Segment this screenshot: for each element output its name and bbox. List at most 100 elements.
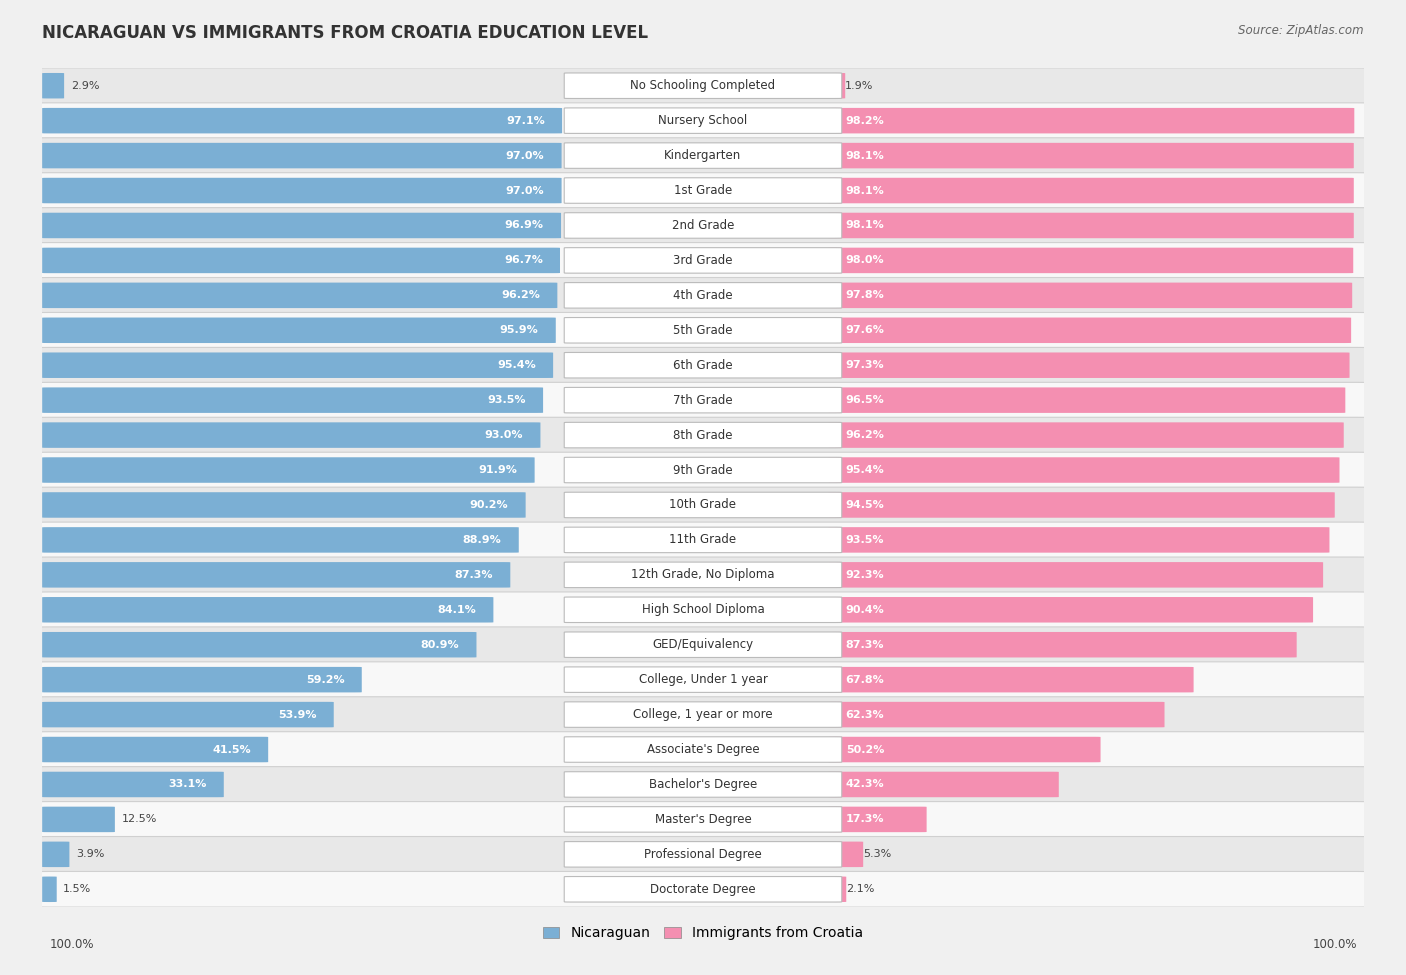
FancyBboxPatch shape	[42, 457, 534, 483]
FancyBboxPatch shape	[42, 283, 557, 308]
Text: 59.2%: 59.2%	[307, 675, 344, 684]
Text: 9th Grade: 9th Grade	[673, 463, 733, 477]
Text: Doctorate Degree: Doctorate Degree	[650, 882, 756, 896]
FancyBboxPatch shape	[35, 417, 1371, 453]
Text: Associate's Degree: Associate's Degree	[647, 743, 759, 756]
FancyBboxPatch shape	[828, 353, 1350, 378]
Text: 4th Grade: 4th Grade	[673, 289, 733, 302]
FancyBboxPatch shape	[42, 492, 526, 518]
Text: 42.3%: 42.3%	[846, 779, 884, 790]
Text: 100.0%: 100.0%	[49, 938, 94, 951]
FancyBboxPatch shape	[42, 73, 65, 98]
Text: 53.9%: 53.9%	[278, 710, 316, 720]
FancyBboxPatch shape	[42, 213, 561, 238]
FancyBboxPatch shape	[35, 102, 1371, 138]
FancyBboxPatch shape	[828, 841, 863, 867]
FancyBboxPatch shape	[42, 632, 477, 657]
FancyBboxPatch shape	[35, 697, 1371, 732]
Text: Kindergarten: Kindergarten	[665, 149, 741, 162]
Text: 10th Grade: 10th Grade	[669, 498, 737, 512]
Text: 6th Grade: 6th Grade	[673, 359, 733, 371]
FancyBboxPatch shape	[42, 387, 543, 412]
FancyBboxPatch shape	[828, 632, 1296, 657]
Text: Bachelor's Degree: Bachelor's Degree	[650, 778, 756, 791]
Text: 96.9%: 96.9%	[505, 220, 544, 230]
Text: 88.9%: 88.9%	[463, 535, 502, 545]
FancyBboxPatch shape	[35, 278, 1371, 313]
FancyBboxPatch shape	[35, 68, 1371, 103]
Text: 1.5%: 1.5%	[63, 884, 91, 894]
FancyBboxPatch shape	[35, 208, 1371, 244]
FancyBboxPatch shape	[564, 632, 842, 657]
FancyBboxPatch shape	[564, 353, 842, 378]
Text: College, 1 year or more: College, 1 year or more	[633, 708, 773, 722]
Text: 97.3%: 97.3%	[846, 360, 884, 370]
Text: No Schooling Completed: No Schooling Completed	[630, 79, 776, 93]
FancyBboxPatch shape	[828, 597, 1313, 622]
FancyBboxPatch shape	[35, 347, 1371, 383]
FancyBboxPatch shape	[42, 318, 555, 343]
Text: 100.0%: 100.0%	[1312, 938, 1357, 951]
Text: 87.3%: 87.3%	[846, 640, 884, 649]
Text: 50.2%: 50.2%	[846, 745, 884, 755]
FancyBboxPatch shape	[828, 177, 1354, 203]
Text: 94.5%: 94.5%	[846, 500, 884, 510]
Text: Nursery School: Nursery School	[658, 114, 748, 127]
Text: 96.7%: 96.7%	[503, 255, 543, 265]
FancyBboxPatch shape	[42, 702, 333, 727]
Text: 1st Grade: 1st Grade	[673, 184, 733, 197]
Text: 5th Grade: 5th Grade	[673, 324, 733, 336]
Text: 17.3%: 17.3%	[846, 814, 884, 825]
Text: 3rd Grade: 3rd Grade	[673, 254, 733, 267]
Text: 93.5%: 93.5%	[488, 395, 526, 406]
FancyBboxPatch shape	[828, 143, 1354, 169]
Text: 97.6%: 97.6%	[846, 326, 884, 335]
FancyBboxPatch shape	[35, 766, 1371, 802]
FancyBboxPatch shape	[564, 527, 842, 553]
FancyBboxPatch shape	[828, 318, 1351, 343]
FancyBboxPatch shape	[42, 806, 115, 832]
Text: 7th Grade: 7th Grade	[673, 394, 733, 407]
Text: 98.1%: 98.1%	[846, 185, 884, 196]
Text: 12.5%: 12.5%	[121, 814, 157, 825]
FancyBboxPatch shape	[42, 248, 560, 273]
Text: 67.8%: 67.8%	[846, 675, 884, 684]
Text: 33.1%: 33.1%	[169, 779, 207, 790]
FancyBboxPatch shape	[35, 627, 1371, 663]
FancyBboxPatch shape	[564, 73, 842, 98]
Text: High School Diploma: High School Diploma	[641, 604, 765, 616]
Text: 2.9%: 2.9%	[70, 81, 100, 91]
Text: 96.2%: 96.2%	[846, 430, 884, 440]
Text: 90.4%: 90.4%	[846, 604, 884, 615]
Text: 91.9%: 91.9%	[478, 465, 517, 475]
FancyBboxPatch shape	[828, 422, 1344, 448]
Text: 96.2%: 96.2%	[502, 291, 540, 300]
FancyBboxPatch shape	[35, 592, 1371, 628]
FancyBboxPatch shape	[564, 877, 842, 902]
FancyBboxPatch shape	[42, 597, 494, 622]
Text: 2.1%: 2.1%	[846, 884, 875, 894]
FancyBboxPatch shape	[42, 563, 510, 588]
FancyBboxPatch shape	[828, 492, 1334, 518]
Text: Source: ZipAtlas.com: Source: ZipAtlas.com	[1239, 24, 1364, 37]
Text: 93.0%: 93.0%	[485, 430, 523, 440]
FancyBboxPatch shape	[828, 213, 1354, 238]
FancyBboxPatch shape	[35, 173, 1371, 209]
Text: 95.4%: 95.4%	[498, 360, 536, 370]
FancyBboxPatch shape	[564, 177, 842, 203]
Text: 84.1%: 84.1%	[437, 604, 477, 615]
FancyBboxPatch shape	[828, 667, 1194, 692]
Text: 2nd Grade: 2nd Grade	[672, 219, 734, 232]
FancyBboxPatch shape	[828, 108, 1354, 134]
Text: 90.2%: 90.2%	[470, 500, 509, 510]
FancyBboxPatch shape	[42, 841, 69, 867]
FancyBboxPatch shape	[564, 248, 842, 273]
FancyBboxPatch shape	[42, 108, 562, 134]
Text: 80.9%: 80.9%	[420, 640, 460, 649]
FancyBboxPatch shape	[564, 841, 842, 867]
FancyBboxPatch shape	[564, 702, 842, 727]
FancyBboxPatch shape	[828, 563, 1323, 588]
Text: Master's Degree: Master's Degree	[655, 813, 751, 826]
FancyBboxPatch shape	[42, 422, 540, 448]
FancyBboxPatch shape	[564, 597, 842, 622]
